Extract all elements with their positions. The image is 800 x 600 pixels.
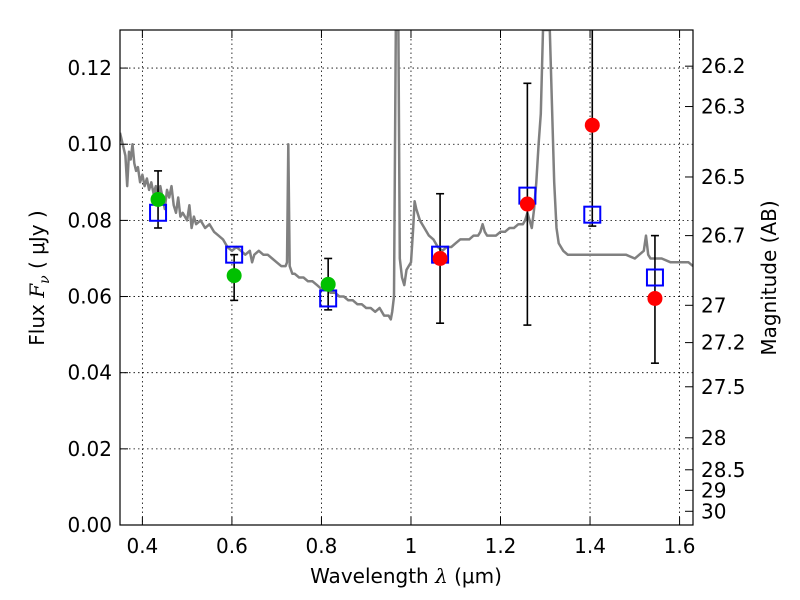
- mag-tick-label: 27.5: [701, 375, 746, 399]
- observed-flux-point: [519, 196, 535, 212]
- x-axis-title: Wavelength λ (μm): [310, 564, 502, 588]
- x-tick-label: 0.8: [306, 534, 338, 558]
- mag-tick-label: 26.5: [701, 165, 746, 189]
- observed-flux-point: [226, 268, 242, 284]
- observed-flux-point: [432, 250, 448, 266]
- y-tick-label: 0.02: [67, 437, 112, 461]
- mag-tick-label: 30: [701, 499, 726, 523]
- mag-tick-label: 26.3: [701, 95, 746, 119]
- y-tick-label: 0.08: [67, 208, 112, 232]
- mag-tick-label: 28.5: [701, 458, 746, 482]
- y-axis-title: Flux Fν ( μJy ): [25, 210, 53, 345]
- x-tick-label: 0.4: [126, 534, 158, 558]
- grid: [120, 30, 693, 526]
- y-tick-label: 0.10: [67, 132, 112, 156]
- y-tick-label: 0.04: [67, 361, 112, 385]
- series-layer: [120, 30, 693, 321]
- mag-tick-label: 27.2: [701, 331, 746, 355]
- y-tick-label: 0.12: [67, 56, 112, 80]
- model-photometry-square: [225, 245, 244, 264]
- y-tick-label: 0.06: [67, 285, 112, 309]
- observed-flux-point: [584, 117, 600, 133]
- y-tick-label: 0.00: [67, 513, 112, 537]
- plot-frame: [119, 29, 694, 526]
- marker-layer: [149, 30, 664, 364]
- observed-flux-point: [150, 191, 166, 207]
- x-tick-label: 1.6: [664, 534, 696, 558]
- model-photometry-square: [583, 205, 602, 224]
- observed-flux-point: [647, 290, 663, 306]
- x-tick-label: 1.4: [574, 534, 606, 558]
- mag-tick-label: 26.7: [701, 224, 746, 248]
- mag-tick-label: 29: [701, 478, 726, 502]
- model-photometry-square: [645, 268, 664, 287]
- axis-ticks: 0.4 0.6 0.8 1 1.2 1.4 1.6 0.00 0.02 0.04 0.06 0.08 0…: [67, 30, 746, 558]
- mag-tick-label: 28: [701, 426, 726, 450]
- y2-axis-title: Magnitude (AB): [757, 200, 781, 355]
- mag-tick-label: 26.2: [701, 54, 746, 78]
- x-tick-label: 0.6: [216, 534, 248, 558]
- mag-tick-label: 27: [701, 293, 726, 317]
- x-tick-label: 1.2: [485, 534, 517, 558]
- x-tick-label: 1: [405, 534, 418, 558]
- observed-flux-point: [320, 276, 336, 292]
- model-spectrum-line: [120, 30, 693, 321]
